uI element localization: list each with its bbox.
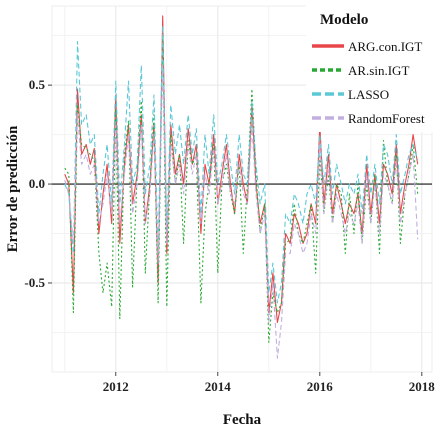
y-axis-ticks: -0.5 0.0 0.5 [24, 77, 52, 290]
legend-label: AR.sin.IGT [348, 63, 409, 78]
x-tick-label: 2012 [103, 379, 129, 394]
series-line-ar-sin-igt [64, 35, 419, 343]
legend-background [306, 4, 434, 132]
x-axis-title: Fecha [223, 412, 262, 428]
x-tick-label: 2018 [409, 379, 436, 394]
series-line-randomforest [64, 64, 419, 359]
y-tick-label: 0.0 [29, 176, 45, 191]
legend-title: Modelo [320, 12, 368, 28]
x-tick-label: 2014 [205, 379, 232, 394]
y-tick-label: 0.5 [29, 77, 46, 92]
legend-label: ARG.con.IGT [348, 39, 422, 54]
legend-label: RandomForest [348, 111, 425, 126]
y-tick-label: -0.5 [24, 275, 45, 290]
series-layer [64, 15, 419, 359]
y-axis-title: Error de predicción [5, 125, 21, 252]
series-line-lasso [64, 25, 419, 304]
x-axis-ticks: 2012 2014 2016 2018 [103, 372, 436, 394]
legend: Modelo ARG.con.IGT AR.sin.IGT LASSO RandomF… [306, 4, 434, 132]
x-tick-label: 2016 [307, 379, 334, 394]
legend-label: LASSO [348, 87, 389, 102]
